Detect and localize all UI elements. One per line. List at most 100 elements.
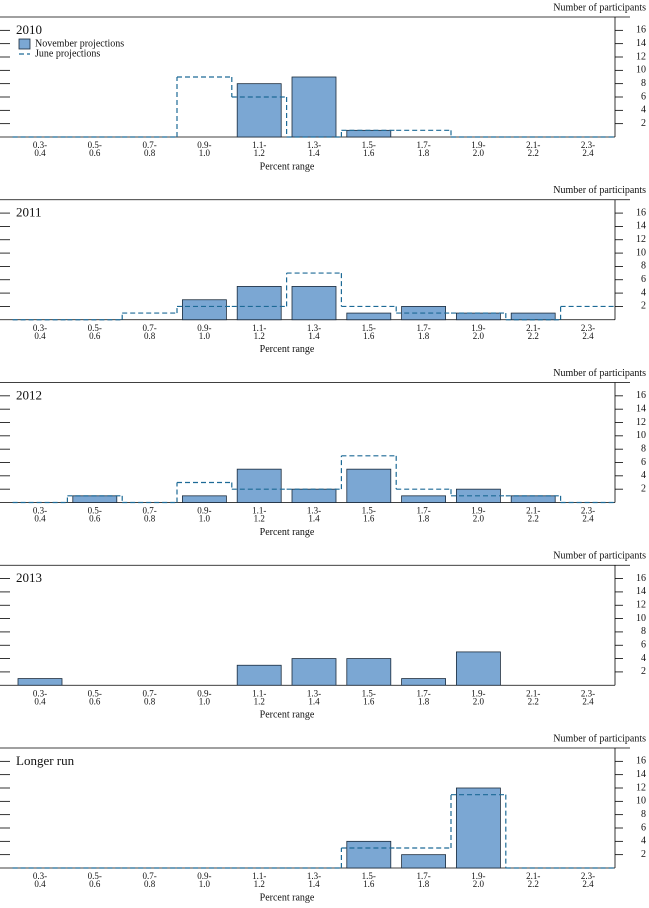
y-axis-label: Number of participants [553,733,646,744]
y-tick-label: 16 [636,207,646,218]
x-tick-label: 0.3-0.4 [33,871,47,889]
x-tick-label: 2.3-2.4 [581,323,595,341]
y-axis-label: Number of participants [553,2,646,13]
x-tick-label: 0.3-0.4 [33,140,47,158]
x-tick-label: 0.9-1.0 [197,140,211,158]
y-tick-label: 4 [641,287,646,298]
x-tick-label: 1.1-1.2 [252,871,266,889]
bar [181,299,227,321]
x-tick-label: 2.3-2.4 [581,871,595,889]
y-tick-label: 4 [641,653,646,664]
y-tick-label: 6 [641,457,646,468]
legend-label: June projections [35,48,100,59]
x-tick-label: 1.5-1.6 [362,871,376,889]
y-tick-label: 2 [641,483,646,494]
panel-title: 2010 [16,22,42,37]
x-tick-label: 1.7-1.8 [416,871,430,889]
y-tick-label: 10 [636,796,646,807]
x-axis-label: Percent range [260,710,315,721]
x-tick-label: 1.9-2.0 [471,323,485,341]
x-tick-label: 1.7-1.8 [416,688,430,706]
panel-title: 2012 [16,387,42,402]
y-tick-label: 6 [641,640,646,651]
y-tick-label: 6 [641,91,646,102]
x-tick-label: 1.3-1.4 [307,688,321,706]
y-tick-label: 4 [641,105,646,116]
bar [72,495,118,503]
bar [291,658,337,686]
y-tick-label: 16 [636,756,646,767]
y-tick-label: 2 [641,666,646,677]
bar [346,658,392,686]
bar [346,840,392,869]
bar [455,651,501,686]
y-tick-label: 2 [641,301,646,312]
x-tick-label: 0.3-0.4 [33,323,47,341]
x-tick-label: 1.5-1.6 [362,140,376,158]
y-tick-label: 10 [636,247,646,258]
y-tick-label: 2 [641,849,646,860]
y-tick-label: 8 [641,809,646,820]
bar [510,312,556,321]
x-tick-label: 0.5-0.6 [88,871,102,889]
x-tick-label: 1.9-2.0 [471,506,485,524]
x-tick-label: 0.5-0.6 [88,140,102,158]
x-tick-label: 2.3-2.4 [581,688,595,706]
bar [17,678,63,686]
bar [236,468,282,503]
y-tick-label: 8 [641,443,646,454]
x-tick-label: 0.9-1.0 [197,323,211,341]
x-tick-label: 0.7-0.8 [142,506,156,524]
x-tick-label: 0.9-1.0 [197,871,211,889]
x-tick-label: 1.3-1.4 [307,323,321,341]
x-tick-label: 0.7-0.8 [142,140,156,158]
bar [236,83,282,138]
x-tick-label: 2.1-2.2 [526,323,540,341]
x-tick-label: 1.1-1.2 [252,140,266,158]
y-tick-label: 2 [641,118,646,129]
y-tick-label: 4 [641,836,646,847]
x-tick-label: 1.9-2.0 [471,140,485,158]
x-tick-label: 1.9-2.0 [471,688,485,706]
x-tick-label: 0.3-0.4 [33,506,47,524]
y-tick-label: 16 [636,390,646,401]
x-tick-label: 1.5-1.6 [362,506,376,524]
x-tick-label: 0.5-0.6 [88,688,102,706]
y-tick-label: 14 [636,38,646,49]
y-tick-label: 8 [641,78,646,89]
bar [181,495,227,503]
y-tick-label: 14 [636,769,646,780]
x-tick-label: 1.3-1.4 [307,140,321,158]
x-tick-label: 2.3-2.4 [581,140,595,158]
y-tick-label: 16 [636,573,646,584]
bar [401,678,447,686]
y-tick-label: 10 [636,65,646,76]
y-tick-label: 12 [636,51,646,62]
x-tick-label: 1.1-1.2 [252,323,266,341]
y-tick-label: 8 [641,626,646,637]
legend-label: November projections [35,38,124,49]
x-tick-label: 1.1-1.2 [252,688,266,706]
x-tick-label: 0.7-0.8 [142,688,156,706]
x-tick-label: 1.7-1.8 [416,140,430,158]
x-tick-label: 0.7-0.8 [142,323,156,341]
bar [346,312,392,321]
bar [291,286,337,321]
x-axis-label: Percent range [260,344,315,355]
x-axis-label: Percent range [260,527,315,538]
y-tick-label: 12 [636,417,646,428]
bar [236,286,282,321]
x-tick-label: 2.3-2.4 [581,506,595,524]
x-tick-label: 1.5-1.6 [362,323,376,341]
y-tick-label: 6 [641,274,646,285]
y-tick-label: 14 [636,221,646,232]
x-tick-label: 0.7-0.8 [142,871,156,889]
x-tick-label: 2.1-2.2 [526,871,540,889]
y-tick-label: 6 [641,822,646,833]
bar [401,495,447,503]
legend-swatch [18,38,31,50]
x-tick-label: 2.1-2.2 [526,688,540,706]
bar [291,488,337,503]
x-tick-label: 1.5-1.6 [362,688,376,706]
